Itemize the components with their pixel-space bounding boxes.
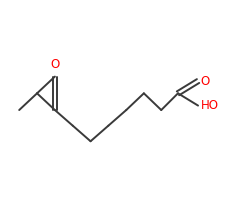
Text: HO: HO xyxy=(201,99,219,112)
Text: O: O xyxy=(50,58,60,71)
Text: O: O xyxy=(201,75,210,88)
